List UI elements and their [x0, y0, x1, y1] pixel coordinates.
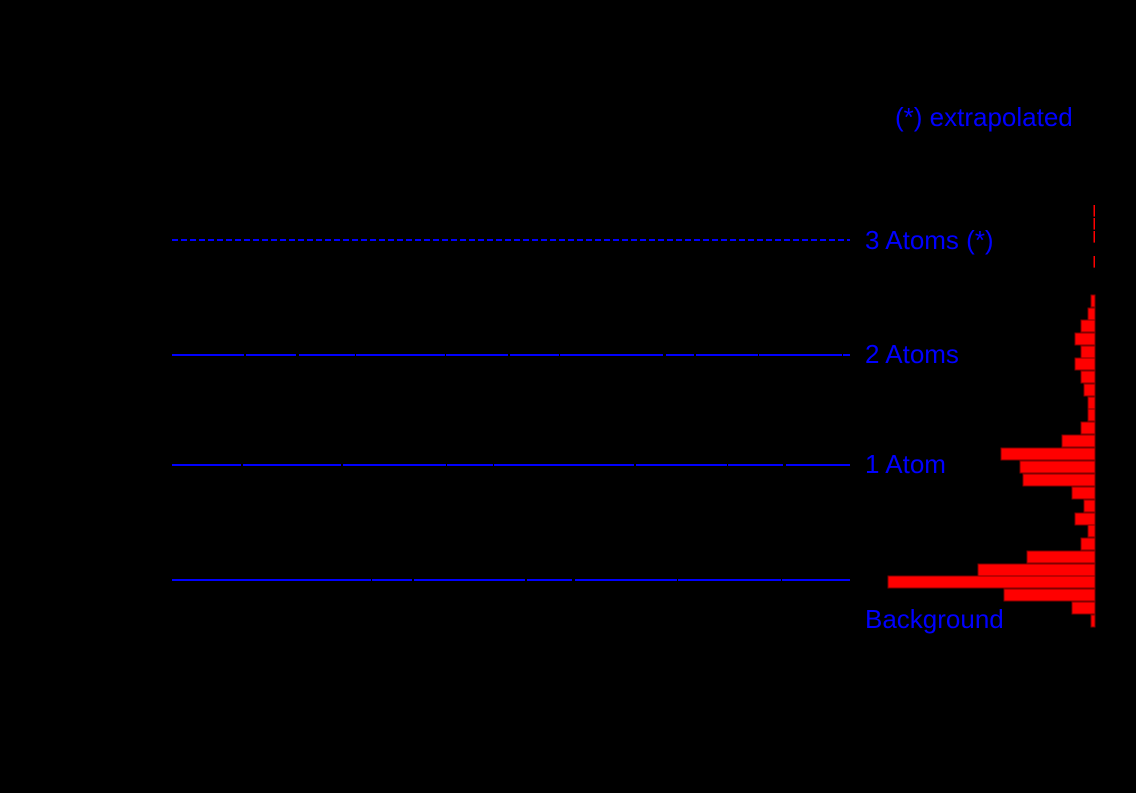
histogram-bar: [1080, 370, 1096, 384]
histogram-bar: [1026, 550, 1096, 564]
histogram-bar: [1074, 357, 1096, 371]
histogram-bar: [1071, 486, 1096, 500]
histogram-bar: [1087, 408, 1096, 422]
level-label-1-atom: 1 Atom: [865, 449, 946, 479]
histogram-bar: [1087, 396, 1096, 410]
histogram-bar: [1000, 447, 1096, 461]
histogram-bar: [1061, 434, 1096, 448]
histogram-bar: [977, 563, 1096, 577]
histogram-bar: [1080, 537, 1096, 551]
histogram-bar: [1093, 218, 1095, 230]
histogram-bar: [1087, 524, 1096, 538]
histogram: [887, 205, 1096, 628]
histogram-bar: [1093, 205, 1095, 217]
histogram-bar: [1093, 256, 1095, 268]
histogram-bar: [1083, 383, 1096, 397]
histogram-bar: [1090, 614, 1096, 628]
level-label-3-atoms: 3 Atoms (*): [865, 225, 994, 255]
level-lines: [172, 239, 850, 581]
level-label-2-atoms: 2 Atoms: [865, 339, 959, 369]
histogram-bar: [1080, 319, 1096, 333]
histogram-bar: [1071, 601, 1096, 615]
histogram-bar: [1093, 231, 1095, 243]
level-label-background: Background: [865, 604, 1004, 634]
extrapolated-note: (*) extrapolated: [895, 102, 1073, 132]
histogram-bar: [887, 575, 1096, 589]
histogram-bar: [1003, 588, 1096, 602]
histogram-bar: [1022, 473, 1096, 487]
histogram-bar: [1074, 512, 1096, 526]
histogram-bar: [1019, 460, 1096, 474]
histogram-bar: [1090, 294, 1096, 308]
histogram-bar: [1087, 307, 1096, 321]
histogram-bar: [1074, 332, 1096, 346]
histogram-bar: [1080, 421, 1096, 435]
histogram-bar: [1080, 345, 1096, 359]
histogram-bar: [1083, 499, 1096, 513]
